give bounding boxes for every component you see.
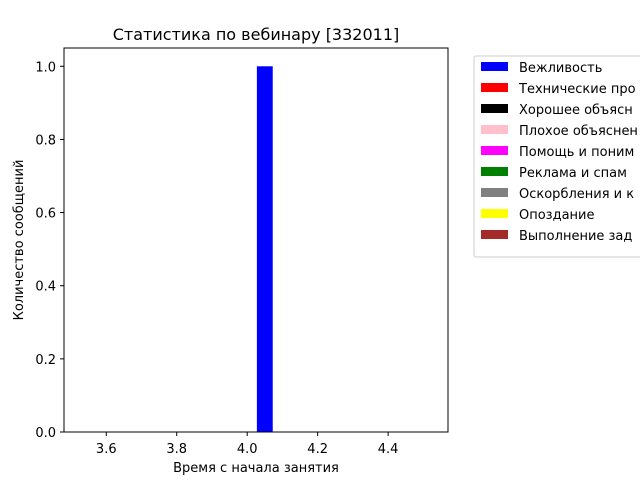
- legend-label-4: Помощь и поним: [519, 145, 634, 160]
- y-axis: 0.0 0.2 0.4 0.6 0.8 1.0: [35, 60, 64, 441]
- legend-swatch-5: [481, 167, 508, 176]
- legend-swatch-4: [481, 146, 508, 155]
- legend-swatch-6: [481, 188, 508, 197]
- x-tick-label: 3.8: [166, 442, 187, 457]
- x-axis: 3.6 3.8 4.0 4.2 4.4: [96, 432, 399, 457]
- y-tick-label: 0.6: [35, 207, 56, 222]
- y-tick-label: 0.8: [35, 133, 56, 148]
- y-tick-label: 1.0: [35, 60, 56, 75]
- legend-swatch-0: [481, 62, 508, 71]
- legend-swatch-3: [481, 125, 508, 134]
- x-tick-label: 4.2: [307, 442, 328, 457]
- legend-label-0: Вежливость: [519, 61, 602, 76]
- legend-label-8: Выполнение зад: [519, 229, 632, 244]
- y-tick-label: 0.4: [35, 280, 56, 295]
- legend-label-7: Опоздание: [519, 208, 595, 223]
- x-tick-label: 3.6: [96, 442, 117, 457]
- y-tick-label: 0.2: [35, 353, 56, 368]
- bar-series-0-point-0: [256, 66, 273, 433]
- legend-swatch-7: [481, 209, 508, 218]
- y-tick-label: 0.0: [35, 426, 56, 441]
- legend-label-6: Оскорбления и к: [519, 187, 634, 202]
- legend-label-5: Реклама и спам: [519, 166, 627, 181]
- legend-swatch-1: [481, 83, 508, 92]
- legend-swatch-8: [481, 230, 508, 239]
- x-tick-label: 4.0: [237, 442, 258, 457]
- legend-label-2: Хорошее объясн: [519, 103, 633, 118]
- y-axis-title: Количество сообщений: [12, 160, 27, 321]
- plot-area: [63, 47, 449, 433]
- x-tick-label: 4.4: [378, 442, 399, 457]
- plot-frame: [63, 47, 449, 433]
- legend: Вежливость Технические про Хорошее объясн П…: [473, 55, 640, 258]
- legend-frame: [473, 55, 640, 258]
- legend-label-3: Плохое объяснен: [519, 124, 638, 139]
- legend-label-1: Технические про: [518, 82, 636, 97]
- legend-swatch-2: [481, 104, 508, 113]
- x-axis-title: Время с начала занятия: [173, 461, 339, 476]
- chart-title: Статистика по вебинару [332011]: [113, 25, 400, 44]
